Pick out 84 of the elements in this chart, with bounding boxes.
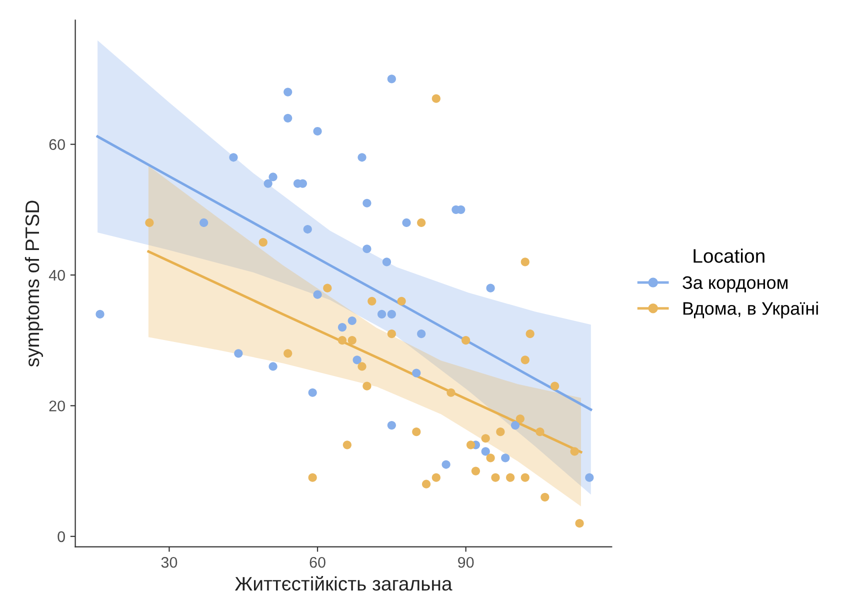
point	[382, 258, 392, 266]
point	[348, 336, 356, 345]
point	[362, 382, 372, 390]
point	[481, 434, 490, 443]
point	[496, 428, 505, 436]
point	[96, 310, 104, 319]
point	[338, 336, 347, 345]
point	[520, 258, 530, 266]
point	[387, 330, 396, 338]
point	[362, 198, 372, 208]
point	[570, 447, 579, 456]
point	[358, 153, 366, 162]
point	[258, 238, 268, 247]
x-tick-label: 60	[310, 556, 326, 568]
point	[308, 473, 317, 482]
point	[412, 428, 421, 436]
line-series	[147, 250, 582, 454]
point	[268, 172, 278, 182]
point	[284, 349, 292, 358]
y-tick-label: 60	[49, 139, 65, 150]
point	[358, 362, 366, 371]
point	[313, 126, 322, 136]
point	[368, 296, 376, 306]
point	[234, 349, 243, 358]
point	[362, 244, 372, 254]
y-tick-label: 0	[58, 531, 65, 542]
point	[575, 519, 584, 528]
legend-label: Вдома, в Україні	[683, 302, 818, 318]
point	[540, 492, 550, 502]
point	[338, 322, 347, 332]
point	[506, 473, 515, 482]
point	[501, 454, 510, 462]
point	[352, 356, 362, 364]
y-tick-label: 20	[49, 400, 65, 412]
y-tick-label: 40	[48, 270, 65, 281]
legend-title: Location	[694, 248, 764, 263]
point	[491, 473, 500, 482]
point	[417, 330, 426, 338]
point	[284, 88, 292, 96]
point	[313, 290, 322, 299]
point	[526, 330, 534, 338]
point	[486, 454, 495, 462]
point	[417, 218, 426, 228]
point	[442, 460, 450, 469]
point	[466, 440, 476, 450]
point	[303, 224, 312, 234]
point	[510, 420, 520, 430]
point	[471, 466, 480, 476]
point	[268, 362, 278, 371]
point	[387, 420, 396, 430]
point	[397, 296, 406, 306]
x-tick-label: 90	[458, 556, 474, 568]
y-axis-title: symptoms of PTSD	[24, 200, 44, 367]
x-tick-label: 30	[161, 556, 178, 568]
point	[200, 218, 208, 228]
point	[308, 388, 317, 397]
point	[550, 382, 560, 390]
point	[264, 179, 272, 188]
point	[481, 447, 490, 456]
point	[520, 473, 530, 482]
point	[229, 153, 238, 162]
point	[462, 336, 470, 345]
point	[387, 310, 396, 319]
point	[432, 473, 440, 482]
point	[323, 284, 332, 292]
point	[486, 284, 495, 292]
line-series	[96, 135, 592, 411]
legend-label: За кордоном	[682, 276, 788, 293]
point	[412, 368, 421, 378]
point	[284, 114, 292, 122]
point	[402, 218, 411, 228]
point	[520, 356, 530, 364]
point	[516, 414, 525, 424]
point	[342, 440, 352, 450]
point	[387, 74, 396, 84]
point	[377, 310, 386, 319]
point	[348, 316, 356, 326]
point	[446, 388, 456, 397]
x-axis-title: Життєстійкість загальна	[234, 576, 452, 591]
point	[422, 480, 431, 488]
point	[432, 94, 440, 103]
point	[145, 218, 154, 228]
point	[536, 428, 544, 436]
point	[585, 473, 594, 482]
